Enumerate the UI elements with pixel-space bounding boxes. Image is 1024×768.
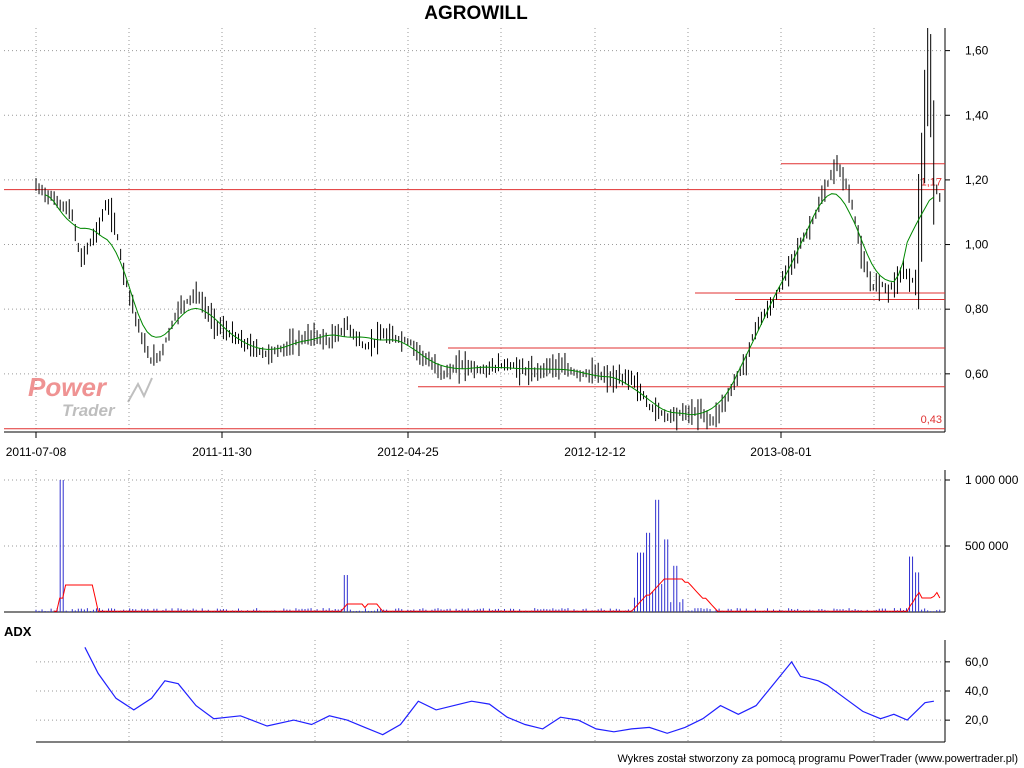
price-level-label: 1,17 (921, 177, 942, 189)
price-y-tick-label: 1,00 (965, 238, 989, 252)
price-x-tick-label: 2011-11-30 (192, 445, 252, 459)
price-y-tick-label: 1,60 (965, 44, 989, 58)
price-levels: 1,17 0,43 (4, 163, 945, 430)
price-candles (35, 28, 941, 431)
chart-title: AGROWILL (424, 3, 528, 24)
price-y-ticks: 1,60 1,40 1,20 1,00 0,80 0,60 (945, 44, 989, 381)
adx-y-tick-label: 60,0 (965, 655, 989, 669)
price-y-tick-label: 1,20 (965, 173, 989, 187)
price-x-tick-label: 2011-07-08 (6, 445, 67, 459)
volume-y-tick-label: 500 000 (965, 539, 1009, 553)
volume-grid (4, 470, 945, 612)
price-y-tick-label: 0,60 (965, 367, 989, 381)
logo-swoosh-icon (127, 377, 153, 403)
adx-y-tick-label: 40,0 (965, 684, 989, 698)
price-y-tick-label: 0,80 (965, 302, 989, 316)
price-y-tick-label: 1,40 (965, 108, 989, 122)
logo-power-text: Power (28, 372, 108, 402)
logo-trader-text: Trader (62, 401, 116, 420)
price-grid (4, 28, 945, 432)
volume-y-tick-label: 1 000 000 (965, 473, 1019, 487)
adx-label: ADX (4, 624, 32, 639)
powertrader-logo: Power Trader (28, 372, 153, 420)
price-panel: 1,17 0,43 1,60 1,40 1,20 1,00 0,80 0,60 2011-0… (4, 28, 989, 459)
adx-grid (36, 640, 945, 742)
moving-average-line (44, 193, 935, 416)
footer-credit: Wykres został stworzony za pomocą progra… (617, 753, 1018, 765)
adx-panel: ADX 60,0 40,0 20,0 (4, 624, 989, 743)
adx-line (84, 647, 934, 736)
adx-y-tick-label: 20,0 (965, 713, 989, 727)
volume-average-line (53, 578, 941, 612)
volume-panel: 1 000 000 500 000 (4, 470, 1019, 613)
price-x-tick-label: 2013-08-01 (750, 445, 812, 459)
price-x-ticks: 2011-07-08 2011-11-30 2012-04-25 2012-12-12… (6, 432, 812, 459)
volume-y-ticks: 1 000 000 500 000 (945, 473, 1019, 553)
adx-y-ticks: 60,0 40,0 20,0 (945, 655, 989, 727)
price-x-tick-label: 2012-12-12 (564, 445, 626, 459)
price-level-label: 0,43 (921, 414, 942, 426)
price-x-tick-label: 2012-04-25 (377, 445, 439, 459)
